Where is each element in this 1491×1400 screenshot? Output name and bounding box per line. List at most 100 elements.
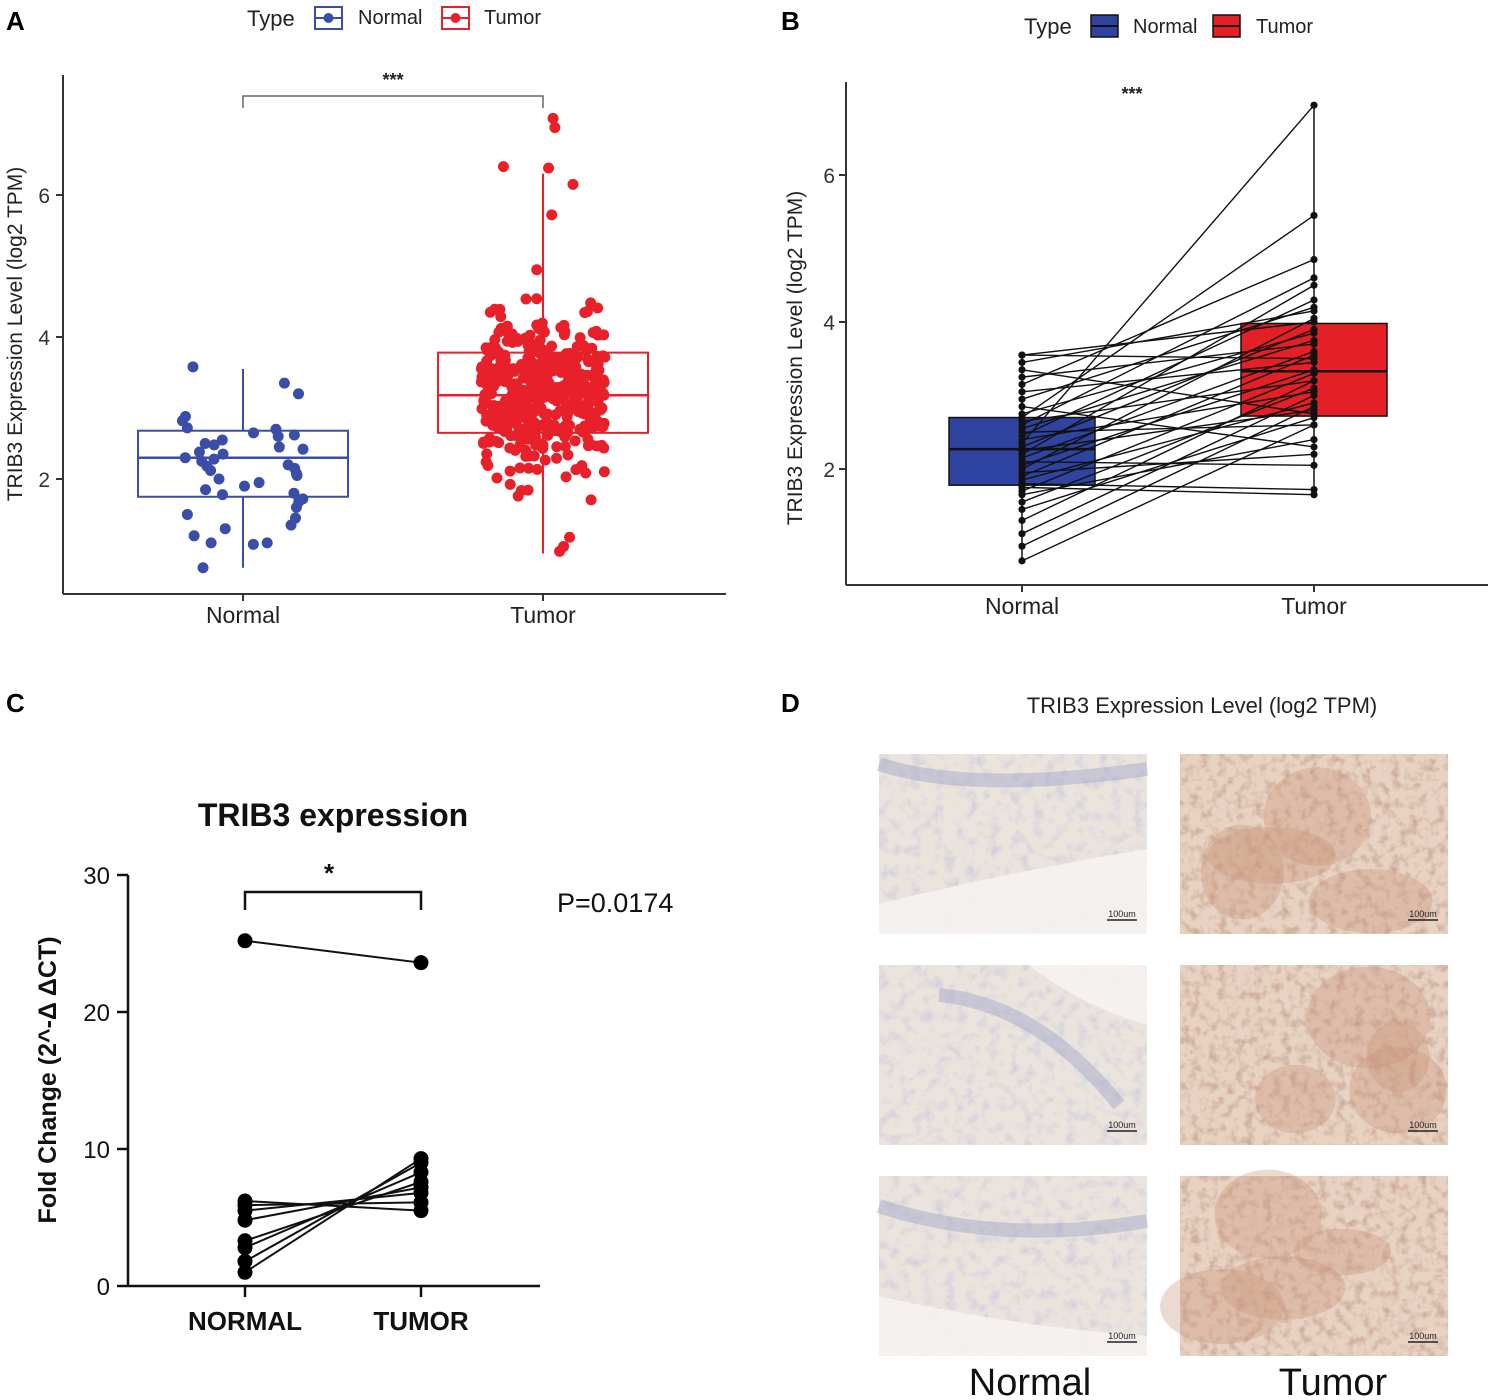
a-ytick-label-2: 6 [38, 185, 50, 208]
a-point-tumor [524, 376, 536, 388]
d-lumen-region [1029, 965, 1147, 1025]
a-point-normal [205, 537, 217, 549]
panel-label-d: D [781, 688, 800, 718]
a-point-normal [288, 429, 300, 441]
legend-a: Type Normal Tumor [247, 6, 541, 31]
a-xtick-label-1: Tumor [510, 602, 576, 628]
a-point-normal [205, 464, 217, 476]
b-point-tumor [1310, 296, 1318, 304]
a-point-tumor [574, 381, 586, 393]
d-stained-nest [1293, 1228, 1391, 1276]
a-point-tumor [564, 364, 576, 376]
a-point-tumor [523, 385, 535, 397]
b-point-tumor [1310, 318, 1318, 326]
a-point-tumor [587, 368, 599, 380]
a-point-tumor [504, 465, 516, 477]
a-point-normal [217, 448, 229, 460]
a-point-tumor [489, 303, 501, 315]
a-point-normal [193, 446, 205, 458]
a-point-normal [291, 469, 303, 481]
legend-a-title: Type [247, 6, 295, 31]
b-pair-line [1021, 438, 1315, 496]
b-pair-line [1021, 402, 1315, 481]
a-point-tumor [554, 545, 566, 557]
d-stained-nest [1160, 1268, 1285, 1345]
a-point-tumor [585, 297, 597, 309]
a-point-tumor [580, 467, 592, 479]
c-pair-line [244, 939, 422, 964]
b-pair-line [1021, 394, 1315, 535]
b-point-normal [1018, 402, 1026, 411]
a-point-tumor [556, 422, 568, 434]
a-point-normal [253, 477, 265, 489]
b-point-tumor [1310, 450, 1318, 458]
b-point-normal [1018, 373, 1026, 381]
d-tile-tumor-3: 100um [1160, 1169, 1448, 1356]
b-point-tumor [1310, 211, 1318, 220]
a-point-normal [247, 538, 259, 550]
d-tile-texture [1180, 1176, 1448, 1356]
a-point-tumor [574, 423, 586, 435]
a-point-tumor [546, 340, 558, 352]
b-point-normal [1018, 351, 1026, 359]
panel-d-histology: TRIB3 Expression Level (log2 TPM) 100um 1… [876, 693, 1448, 1400]
a-ytick-label-1: 4 [38, 327, 50, 350]
a-point-tumor [512, 490, 524, 502]
b-pair-line [1021, 343, 1315, 378]
a-point-tumor [573, 372, 585, 384]
panel-a-chart: Type Normal Tumor 2 4 6 Normal Tumor TRIB3 … [4, 6, 726, 628]
a-point-tumor [483, 434, 495, 446]
b-point-tumor [1310, 436, 1318, 444]
c-pair-line [244, 1157, 422, 1274]
a-point-tumor [530, 425, 542, 437]
a-point-tumor [570, 464, 582, 476]
legend-b-title: Type [1024, 14, 1072, 39]
b-pair-line [1021, 380, 1315, 422]
a-point-tumor [492, 406, 504, 418]
a-point-tumor [493, 364, 505, 376]
a-point-normal [199, 438, 211, 449]
b-point-tumor [1310, 347, 1318, 355]
b-pair-line [1021, 409, 1315, 452]
a-point-tumor [522, 413, 534, 425]
d-scale-bar-label: 100um [1409, 909, 1437, 919]
d-lumen-region [879, 1296, 1147, 1356]
a-point-normal [187, 361, 199, 373]
c-point-normal [237, 1240, 253, 1256]
a-point-normal [278, 377, 290, 389]
a-point-tumor [514, 462, 526, 474]
a-point-tumor [520, 293, 532, 305]
b-pair-line [1021, 258, 1315, 386]
a-point-tumor [598, 466, 610, 478]
c-xtick-label-0: NORMAL [188, 1306, 302, 1336]
a-point-tumor [530, 345, 542, 357]
d-stained-nest [1220, 1256, 1346, 1320]
a-point-tumor [531, 264, 543, 276]
c-p-value: P=0.0174 [557, 888, 673, 918]
b-point-tumor [1310, 329, 1318, 337]
a-point-tumor [488, 373, 500, 385]
c-ylabel: Fold Change (2^-Δ ΔCT) [34, 936, 62, 1223]
b-pair-line [1021, 369, 1315, 415]
a-point-normal [290, 501, 302, 513]
d-tile-normal-3: 100um [876, 1176, 1149, 1356]
d-stained-nest [1214, 1169, 1322, 1259]
a-point-tumor [499, 376, 511, 388]
a-point-tumor [537, 442, 549, 454]
a-point-tumor [531, 293, 543, 305]
a-point-tumor [539, 454, 551, 466]
panel-label-b: B [781, 6, 800, 36]
d-tile-texture [1180, 965, 1448, 1145]
c-significance-bracket [243, 890, 423, 910]
legend-a-tumor-key [441, 6, 470, 30]
b-point-tumor [1310, 485, 1318, 494]
b-point-normal [1018, 516, 1026, 525]
d-lumen-region [879, 849, 1147, 934]
a-significance-bracket [242, 95, 544, 108]
d-stained-nest [1254, 1064, 1336, 1134]
b-pair-line [1021, 405, 1315, 547]
a-point-tumor [567, 178, 579, 190]
b-point-tumor [1310, 255, 1318, 264]
b-point-normal [1018, 557, 1026, 565]
b-pair-line [1021, 372, 1315, 492]
